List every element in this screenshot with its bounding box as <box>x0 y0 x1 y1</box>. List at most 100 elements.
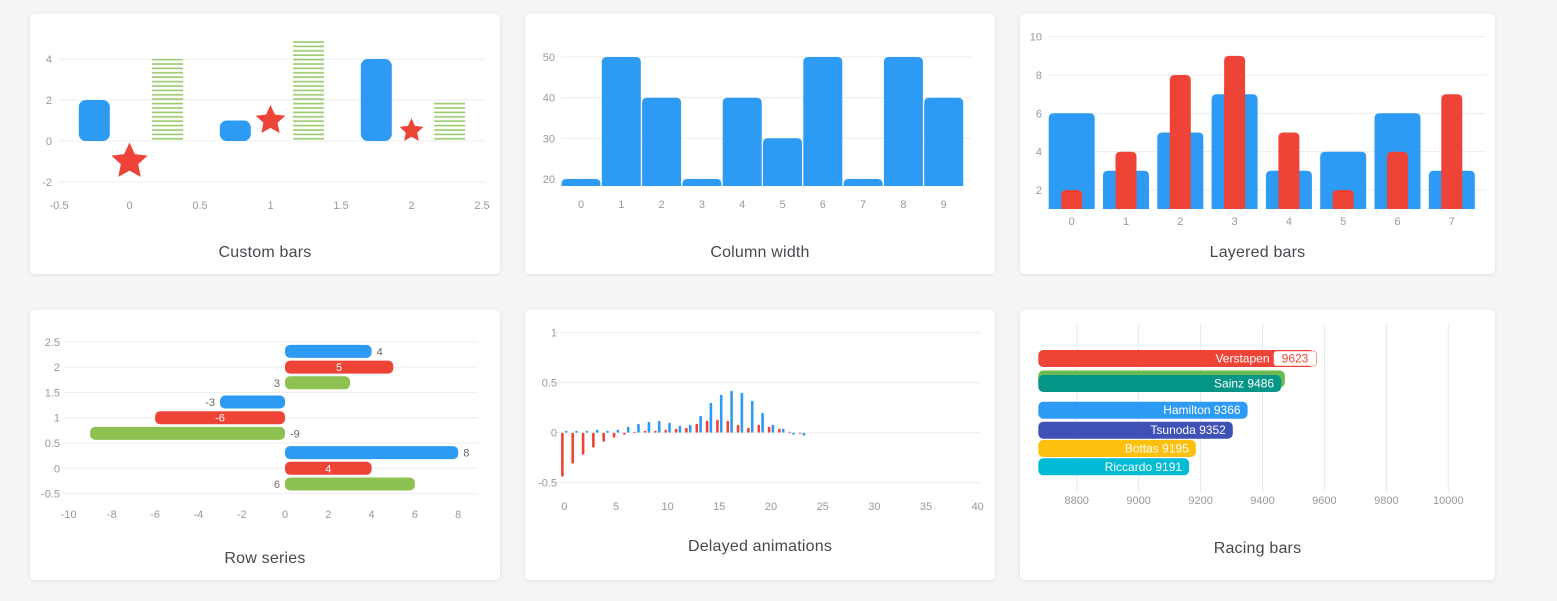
svg-text:-0.5: -0.5 <box>50 200 69 212</box>
svg-text:0.5: 0.5 <box>192 200 207 212</box>
layered-bars-title: Layered bars <box>1209 244 1306 261</box>
svg-text:2: 2 <box>54 362 60 374</box>
racing-bars-title: Racing bars <box>1213 540 1302 557</box>
svg-text:5: 5 <box>613 501 619 513</box>
svg-text:Bottas 9195: Bottas 9195 <box>1125 442 1189 456</box>
svg-text:8: 8 <box>455 509 461 521</box>
svg-text:-2: -2 <box>237 509 247 521</box>
svg-text:-6: -6 <box>150 509 160 521</box>
svg-text:1.5: 1.5 <box>45 387 60 399</box>
svg-text:4: 4 <box>739 199 745 211</box>
svg-text:7: 7 <box>1449 216 1455 228</box>
row-series-title: Row series <box>224 550 306 567</box>
svg-text:-2: -2 <box>42 177 52 189</box>
svg-text:20: 20 <box>765 501 777 513</box>
svg-text:5: 5 <box>779 199 785 211</box>
svg-text:9000: 9000 <box>1126 495 1150 507</box>
svg-text:8800: 8800 <box>1064 495 1088 507</box>
card-layered-bars: 2 4 6 8 10 0 1 2 3 4 5 6 7 Layered bars <box>1020 14 1495 274</box>
racing-bars-chart[interactable]: 8800 9000 9200 9400 9600 9800 10000 Verstapen 96… <box>1020 310 1495 580</box>
svg-text:3: 3 <box>699 199 705 211</box>
column-width-chart[interactable]: 20 30 40 50 0 1 2 3 4 5 6 7 8 9 <box>525 14 995 274</box>
card-racing-bars: 8800 9000 9200 9400 9600 9800 10000 Verstapen 96… <box>1020 310 1495 580</box>
layered-bars-chart[interactable]: 2 4 6 8 10 0 1 2 3 4 5 6 7 <box>1020 14 1495 274</box>
svg-text:50: 50 <box>543 52 555 64</box>
svg-text:4: 4 <box>377 346 383 358</box>
svg-text:2: 2 <box>1036 185 1042 197</box>
card-row-series: -0.5 0 0.5 1 1.5 2 2.5 -10 -8 -6 -4 -2 0 2 4 6 8 4 5 3 -3 -6-… <box>30 310 500 580</box>
svg-text:2: 2 <box>325 509 331 521</box>
svg-text:6: 6 <box>1394 216 1400 228</box>
svg-text:0.5: 0.5 <box>45 438 60 450</box>
svg-text:2: 2 <box>46 95 52 107</box>
svg-text:6: 6 <box>274 479 280 491</box>
svg-text:2: 2 <box>408 200 414 212</box>
custom-bars-chart[interactable]: -2 0 2 4 -0.5 0 0.5 1 1.5 2 2.5 <box>30 14 500 274</box>
svg-text:Riccardo 9191: Riccardo 9191 <box>1105 460 1183 474</box>
svg-text:6: 6 <box>820 199 826 211</box>
row-series-chart[interactable]: -0.5 0 0.5 1 1.5 2 2.5 -10 -8 -6 -4 -2 0 2 4 6 8 4 5 3 -3 -6-… <box>30 310 500 580</box>
svg-text:0: 0 <box>561 501 567 513</box>
svg-text:0: 0 <box>551 428 557 440</box>
svg-text:10000: 10000 <box>1433 495 1464 507</box>
svg-text:9200: 9200 <box>1188 495 1212 507</box>
svg-text:8: 8 <box>900 199 906 211</box>
svg-text:-9: -9 <box>290 428 300 440</box>
svg-text:1: 1 <box>618 199 624 211</box>
custom-bars-title: Custom bars <box>218 244 312 261</box>
card-custom-bars: -2 0 2 4 -0.5 0 0.5 1 1.5 2 2.5 Custom bars <box>30 14 500 274</box>
svg-text:0.5: 0.5 <box>542 378 557 390</box>
svg-text:0: 0 <box>54 463 60 475</box>
delayed-animations-title: Delayed animations <box>687 538 833 555</box>
card-delayed-animations: -0.5 0 0.5 1 0 5 10 15 20 25 30 35 40 Delayed animat… <box>525 310 995 580</box>
svg-text:6: 6 <box>1036 108 1042 120</box>
svg-text:40: 40 <box>972 501 984 513</box>
svg-text:5: 5 <box>336 362 342 374</box>
svg-text:4: 4 <box>325 463 331 475</box>
svg-text:-3: -3 <box>205 397 215 409</box>
column-width-title: Column width <box>710 244 810 261</box>
svg-text:25: 25 <box>817 501 829 513</box>
svg-text:1: 1 <box>267 200 273 212</box>
svg-text:-10: -10 <box>61 509 77 521</box>
svg-text:35: 35 <box>920 501 932 513</box>
svg-text:Hamilton 9366: Hamilton 9366 <box>1163 403 1241 417</box>
svg-text:0: 0 <box>126 200 132 212</box>
svg-text:4: 4 <box>46 54 52 66</box>
svg-text:7: 7 <box>860 199 866 211</box>
svg-text:9800: 9800 <box>1374 495 1398 507</box>
svg-text:8: 8 <box>1036 70 1042 82</box>
svg-text:40: 40 <box>543 93 555 105</box>
svg-text:1: 1 <box>54 413 60 425</box>
svg-text:30: 30 <box>868 501 880 513</box>
card-column-width: 20 30 40 50 0 1 2 3 4 5 6 7 8 9 Column width <box>525 14 995 274</box>
svg-text:-0.5: -0.5 <box>41 489 60 501</box>
svg-text:0: 0 <box>578 199 584 211</box>
svg-text:Sainz 9486: Sainz 9486 <box>1214 377 1274 391</box>
svg-text:4: 4 <box>1036 147 1042 159</box>
svg-text:3: 3 <box>274 378 280 390</box>
svg-text:5: 5 <box>1340 216 1346 228</box>
svg-text:-4: -4 <box>194 509 204 521</box>
svg-text:6: 6 <box>412 509 418 521</box>
svg-text:9600: 9600 <box>1312 495 1336 507</box>
svg-text:2.5: 2.5 <box>474 200 489 212</box>
svg-text:-6: -6 <box>215 413 225 425</box>
svg-text:10: 10 <box>661 501 673 513</box>
svg-text:2: 2 <box>1177 216 1183 228</box>
svg-text:9: 9 <box>941 199 947 211</box>
svg-text:9400: 9400 <box>1250 495 1274 507</box>
svg-text:-0.5: -0.5 <box>538 478 557 490</box>
svg-text:0: 0 <box>282 509 288 521</box>
svg-text:1.5: 1.5 <box>333 200 348 212</box>
svg-text:2: 2 <box>659 199 665 211</box>
svg-text:1: 1 <box>551 328 557 340</box>
svg-text:0: 0 <box>1069 216 1075 228</box>
svg-text:4: 4 <box>369 509 375 521</box>
delayed-animations-chart[interactable]: -0.5 0 0.5 1 0 5 10 15 20 25 30 35 40 <box>525 310 995 580</box>
svg-text:Tsunoda 9352: Tsunoda 9352 <box>1150 423 1226 437</box>
svg-text:4: 4 <box>1286 216 1292 228</box>
svg-text:Verstapen: Verstapen <box>1215 352 1269 366</box>
svg-text:8: 8 <box>463 448 469 460</box>
